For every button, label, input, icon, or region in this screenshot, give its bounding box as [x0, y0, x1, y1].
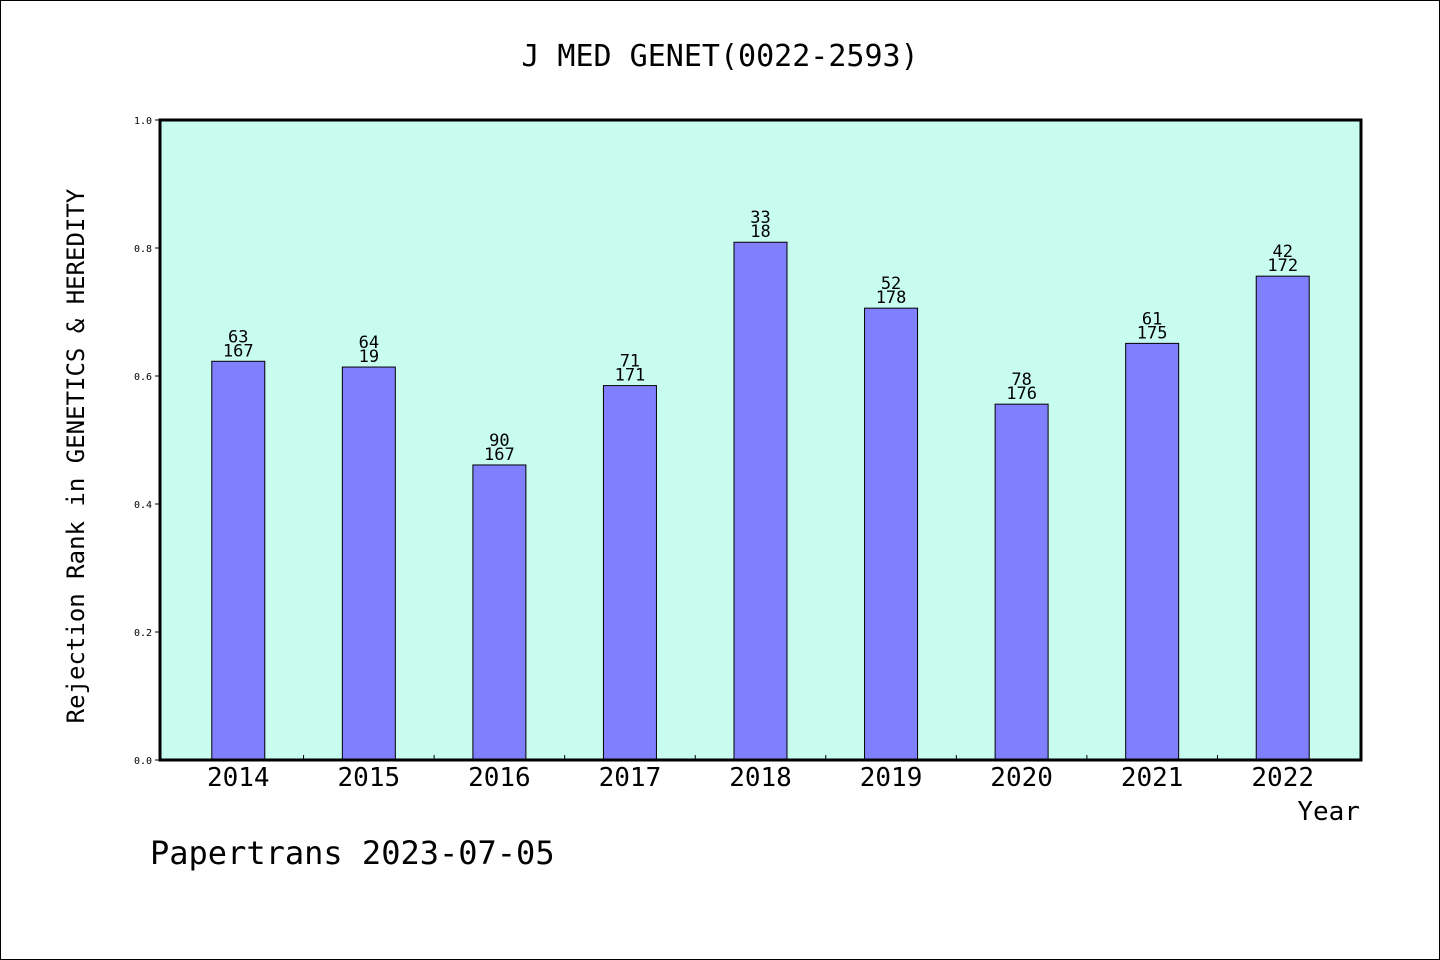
x-tick-label-2014: 2014 [207, 763, 270, 793]
plot-border [158, 118, 1363, 762]
bar-2016 [472, 464, 527, 761]
y-axis: 0.0 0.2 0.4 0.6 0.8 1.0 [134, 116, 160, 767]
data-label-bottom-2016: 167 [484, 445, 515, 465]
data-label-bottom-2018: 18 [750, 222, 770, 242]
data-label-bottom-2021: 175 [1137, 323, 1168, 343]
data-label-bottom-2022: 172 [1267, 256, 1298, 276]
bar-2022 [1255, 275, 1310, 761]
x-tick-label-2020: 2020 [990, 763, 1053, 793]
x-tick-label-2016: 2016 [468, 763, 531, 793]
bars-group [211, 241, 1310, 761]
chart-title: J MED GENET(0022-2593) [521, 39, 918, 74]
x-tick-label-2015: 2015 [338, 763, 401, 793]
y-tick-label: 0.0 [134, 756, 152, 767]
data-label-top-2018: 33 [750, 208, 770, 228]
data-label-top-2016: 90 [489, 431, 509, 451]
bar-2015 [341, 366, 396, 761]
y-tick-label: 0.2 [134, 628, 152, 639]
data-label-bottom-2020: 176 [1006, 384, 1037, 404]
x-tick-label-2021: 2021 [1121, 763, 1184, 793]
data-label-top-2017: 71 [620, 352, 640, 372]
y-tick-label: 1.0 [134, 116, 152, 127]
data-label-top-2014: 63 [228, 327, 248, 347]
bar-2014 [211, 360, 266, 761]
y-axis-label: Rejection Rank in GENETICS & HEREDITY [62, 188, 90, 723]
data-label-top-2022: 42 [1272, 242, 1292, 262]
x-tick-label-2017: 2017 [599, 763, 662, 793]
data-label-bottom-2019: 178 [876, 288, 907, 308]
y-tick-label: 0.8 [134, 244, 152, 255]
x-axis-label: Year [1297, 797, 1360, 827]
data-label-bottom-2014: 167 [223, 341, 254, 361]
data-label-bottom-2017: 171 [615, 366, 646, 386]
y-tick-label: 0.4 [134, 500, 152, 511]
bar-2017 [602, 385, 657, 761]
x-tick-label-2022: 2022 [1251, 763, 1314, 793]
bar-2018 [733, 241, 788, 761]
data-label-top-2015: 64 [359, 333, 379, 353]
y-tick-label: 0.6 [134, 372, 152, 383]
data-label-top-2019: 52 [881, 274, 901, 294]
bar-2021 [1125, 342, 1180, 761]
bar-2019 [864, 307, 919, 761]
footer-text: Papertrans 2023-07-05 [150, 834, 555, 872]
data-label-top-2020: 78 [1011, 370, 1031, 390]
data-label-bottom-2015: 19 [359, 347, 379, 367]
x-tick-label-2018: 2018 [729, 763, 792, 793]
x-tick-label-2019: 2019 [860, 763, 923, 793]
data-label-top-2021: 61 [1142, 309, 1162, 329]
bar-2020 [994, 403, 1049, 761]
x-axis: 2014 2015 2016 2017 2018 2019 2020 2021 2022 [207, 755, 1314, 793]
